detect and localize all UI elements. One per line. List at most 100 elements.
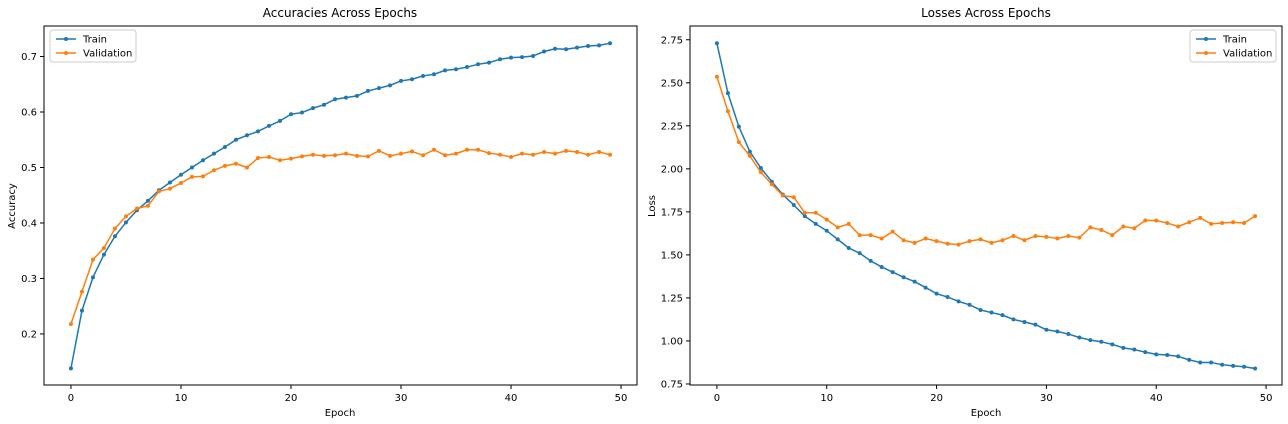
data-point-validation: [487, 151, 492, 156]
plot-area: [43, 25, 638, 386]
data-point-validation: [90, 257, 95, 262]
x-axis-label: Epoch: [325, 408, 356, 419]
data-point-train: [277, 118, 282, 123]
data-point-validation: [145, 203, 150, 208]
legend-label-validation: Validation: [83, 49, 132, 60]
data-point-train: [200, 158, 205, 163]
data-point-validation: [890, 229, 895, 234]
data-point-validation: [134, 206, 139, 211]
x-tick-label: 50: [1260, 393, 1273, 404]
data-point-validation: [575, 149, 580, 154]
data-point-validation: [813, 210, 818, 215]
data-point-train: [454, 67, 459, 72]
data-point-validation: [454, 151, 459, 156]
x-tick-label: 30: [1040, 393, 1053, 404]
data-point-train: [1033, 322, 1038, 327]
data-point-train: [802, 214, 807, 219]
data-point-validation: [344, 151, 349, 156]
data-point-train: [520, 55, 525, 60]
data-point-train: [355, 93, 360, 98]
data-point-validation: [432, 147, 437, 152]
data-point-train: [487, 60, 492, 65]
data-point-train: [1044, 327, 1049, 332]
x-tick-label: 0: [68, 393, 74, 404]
data-point-validation: [156, 189, 161, 194]
data-point-validation: [553, 151, 558, 156]
y-tick-label: 1.25: [661, 293, 683, 304]
data-point-train: [310, 106, 315, 111]
data-point-validation: [791, 195, 796, 200]
legend-label-validation: Validation: [1223, 49, 1272, 60]
data-point-train: [1231, 363, 1236, 368]
data-point-validation: [68, 321, 73, 326]
y-tick-label: 1.00: [661, 336, 683, 347]
data-point-train: [758, 165, 763, 170]
y-tick-label: 1.75: [661, 207, 683, 218]
data-point-validation: [725, 109, 730, 114]
legend-box: [49, 29, 137, 63]
data-point-validation: [366, 154, 371, 159]
data-point-train: [1198, 360, 1203, 365]
data-point-train: [443, 68, 448, 73]
legend-label-train: Train: [82, 35, 107, 46]
data-point-train: [714, 41, 719, 46]
data-point-train: [945, 295, 950, 300]
y-tick-label: 0.7: [21, 52, 37, 63]
data-point-train: [1000, 313, 1005, 318]
data-point-validation: [288, 156, 293, 161]
y-axis-ticks: 0.75 1.00 1.25 1.50 1.75 2.00 2.25 2.50 2.75: [661, 35, 690, 390]
accuracy-chart: Accuracies Across Epochs 0 10 20 30 40 50 0.2…: [7, 6, 638, 419]
data-point-validation: [608, 152, 613, 157]
data-point-train: [476, 62, 481, 67]
data-point-validation: [868, 233, 873, 238]
data-point-train: [1121, 345, 1126, 350]
data-point-train: [244, 133, 249, 138]
data-point-train: [1088, 338, 1093, 343]
data-point-validation: [714, 74, 719, 79]
data-point-validation: [255, 156, 260, 161]
data-point-validation: [112, 226, 117, 231]
data-point-validation: [310, 152, 315, 157]
data-point-train: [211, 151, 216, 156]
data-point-train: [531, 53, 536, 58]
data-point-train: [967, 302, 972, 307]
data-point-validation: [123, 214, 128, 219]
data-point-validation: [1066, 233, 1071, 238]
loss-chart: Losses Across Epochs 0 10 20 30 40 50 0.75 1.0…: [647, 6, 1283, 419]
series-layer: [714, 41, 1258, 371]
data-point-validation: [758, 170, 763, 175]
data-point-validation: [846, 221, 851, 226]
data-point-validation: [101, 245, 106, 250]
data-point-validation: [377, 148, 382, 153]
data-point-train: [299, 110, 304, 115]
data-point-train: [79, 308, 84, 313]
data-point-validation: [332, 153, 337, 158]
legend-marker-validation: [1204, 51, 1208, 55]
data-point-train: [857, 251, 862, 256]
data-point-validation: [321, 153, 326, 158]
data-point-validation: [564, 148, 569, 153]
data-point-train: [586, 43, 591, 48]
plot-area: [689, 25, 1283, 386]
data-point-train: [575, 45, 580, 50]
data-point-train: [465, 65, 470, 70]
x-tick-label: 10: [175, 393, 188, 404]
data-point-validation: [1055, 236, 1060, 241]
data-point-validation: [1187, 220, 1192, 225]
data-point-validation: [465, 147, 470, 152]
data-point-train: [1011, 317, 1016, 322]
data-point-train: [1110, 342, 1115, 347]
data-point-train: [824, 228, 829, 233]
data-point-train: [68, 366, 73, 371]
x-tick-label: 40: [505, 393, 518, 404]
data-point-validation: [1077, 235, 1082, 240]
series-layer: [68, 41, 613, 371]
data-point-validation: [509, 154, 514, 159]
data-point-train: [1187, 357, 1192, 362]
legend-marker-validation: [64, 51, 68, 55]
data-point-validation: [222, 163, 227, 168]
data-point-validation: [189, 174, 194, 179]
data-point-train: [978, 307, 983, 312]
data-point-train: [266, 123, 271, 128]
